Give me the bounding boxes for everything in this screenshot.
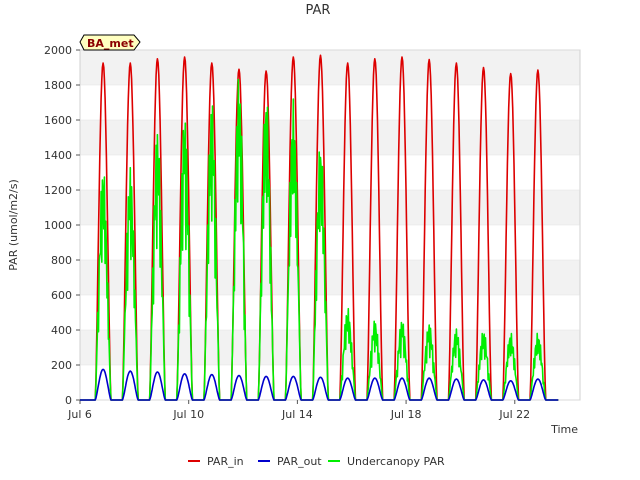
peak-points-1 — [103, 369, 538, 381]
grid-band — [80, 225, 580, 260]
legend-label: Undercanopy PAR — [347, 455, 445, 468]
y-tick-label: 1200 — [44, 184, 72, 197]
y-tick-label: 400 — [51, 324, 72, 337]
grid-band — [80, 50, 580, 85]
y-tick-label: 1400 — [44, 149, 72, 162]
x-tick-label: Jul 18 — [390, 408, 422, 421]
legend-label: PAR_in — [207, 455, 244, 468]
y-tick-label: 1000 — [44, 219, 72, 232]
y-axis: 0 200 400 600 800 1000 1200 1400 1600 1800 2000 — [44, 44, 580, 407]
x-tick-label: Jul 22 — [498, 408, 530, 421]
x-tick-label: Jul 10 — [172, 408, 204, 421]
y-axis-title: PAR (umol/m2/s) — [7, 179, 20, 271]
grid-band — [80, 85, 580, 120]
site-badge-label: BA_met — [87, 37, 134, 50]
y-tick-label: 0 — [65, 394, 72, 407]
x-axis: Jul 6 Jul 10 Jul 14 Jul 18 Jul 22 — [67, 400, 530, 421]
grid-bands — [80, 50, 580, 400]
site-badge: BA_met — [79, 34, 141, 51]
series-line-undercanopy-par — [80, 78, 559, 401]
x-tick-label: Jul 14 — [281, 408, 313, 421]
legend: PAR_in PAR_out Undercanopy PAR — [188, 455, 445, 468]
chart-title: PAR — [306, 3, 331, 18]
site-badge-box — [79, 34, 141, 51]
series-line-par_out — [80, 368, 559, 401]
x-axis-title: Time — [550, 423, 578, 436]
peak-points-2 — [103, 74, 538, 333]
y-tick-label: 800 — [51, 254, 72, 267]
grid-band — [80, 190, 580, 225]
series-lines — [80, 54, 559, 401]
y-tick-label: 2000 — [44, 44, 72, 57]
y-tick-label: 600 — [51, 289, 72, 302]
grid-band — [80, 155, 580, 190]
grid-band — [80, 120, 580, 155]
peak-points-0 — [103, 55, 538, 74]
x-tick-label: Jul 6 — [67, 408, 92, 421]
y-tick-label: 1800 — [44, 79, 72, 92]
y-tick-label: 200 — [51, 359, 72, 372]
legend-label: PAR_out — [277, 455, 322, 468]
y-tick-label: 1600 — [44, 114, 72, 127]
